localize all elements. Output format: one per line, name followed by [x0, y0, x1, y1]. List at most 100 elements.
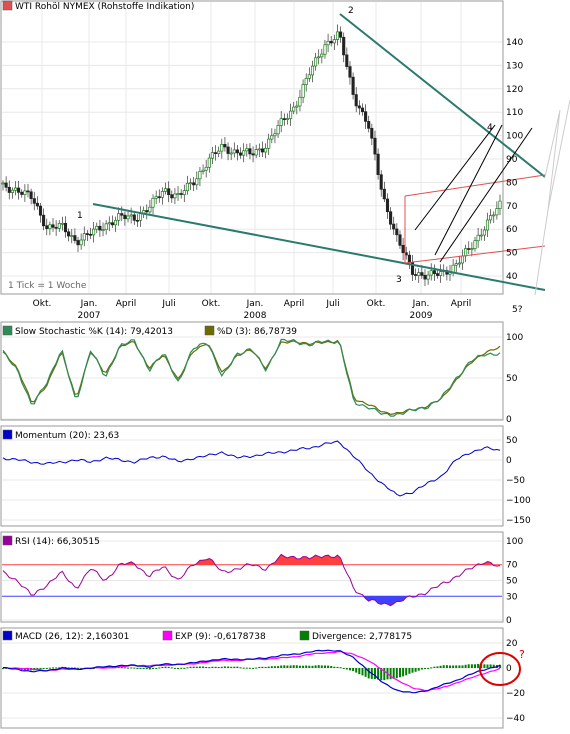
- candle-down: [170, 194, 174, 199]
- divergence-bar: [148, 668, 151, 670]
- divergence-bar: [48, 667, 51, 669]
- divergence-bar: [270, 666, 273, 668]
- price-candles: [1, 24, 502, 287]
- candle-up: [70, 235, 74, 237]
- divergence-bar: [192, 666, 195, 668]
- year-label: 2009: [410, 311, 433, 321]
- candle-down: [370, 127, 374, 139]
- stoch-k-label: Slow Stochastic %K (14): 79,42013: [15, 327, 173, 337]
- candle-down: [260, 148, 264, 153]
- candle-up: [295, 105, 299, 108]
- x-tick-label: April: [116, 299, 137, 309]
- y-tick-label: 130: [506, 61, 523, 71]
- candle-up: [273, 133, 277, 137]
- candle-down: [351, 76, 355, 95]
- y-tick-label: 20: [506, 639, 518, 649]
- black-channel-mid: [434, 124, 503, 256]
- candle-up: [107, 222, 111, 225]
- candle-up: [470, 248, 474, 250]
- annotation-circle: [479, 652, 521, 686]
- black-channel-lower: [439, 127, 533, 263]
- divergence-bar: [170, 667, 173, 669]
- candle-up: [182, 190, 186, 195]
- rsi-panel-frame: [0, 531, 504, 623]
- candle-up: [204, 166, 208, 171]
- divergence-bar: [470, 664, 473, 668]
- divergence-bar: [208, 667, 211, 669]
- divergence-bar: [142, 668, 145, 669]
- candle-down: [251, 153, 255, 156]
- divergence-bar: [152, 668, 154, 669]
- divergence-bar: [155, 667, 158, 669]
- divergence-bar: [455, 665, 458, 668]
- divergence-bar: [383, 668, 386, 681]
- point-label-2: 2: [348, 6, 354, 16]
- trend-lines: [92, 13, 570, 296]
- divergence-bar: [311, 665, 314, 668]
- candle-down: [432, 270, 436, 274]
- candle-down: [38, 205, 43, 216]
- divergence-bar: [242, 667, 245, 669]
- candle-up: [270, 135, 274, 140]
- candle-down: [392, 223, 396, 230]
- candle-up: [151, 197, 155, 208]
- divergence-bar: [227, 666, 230, 668]
- divergence-bar: [324, 665, 326, 668]
- x-tick-label: Jan.: [80, 299, 98, 309]
- main-grid: [2, 2, 502, 293]
- x-tick-label: Jan.: [412, 299, 430, 309]
- rsi-grid: [2, 540, 502, 621]
- divergence-bar: [477, 663, 480, 668]
- divergence-bar: [64, 666, 67, 668]
- candle-up: [323, 44, 327, 55]
- y-tick-label: 140: [506, 38, 523, 48]
- divergence-bar: [161, 667, 164, 668]
- divergence-bar: [164, 666, 167, 668]
- candle-up: [254, 149, 258, 156]
- candle-down: [342, 36, 346, 56]
- candle-down: [414, 274, 418, 276]
- x-tick-label: Okt.: [33, 299, 52, 309]
- candle-up: [454, 263, 458, 266]
- candle-up: [104, 223, 108, 231]
- candle-up: [245, 148, 249, 152]
- candle-up: [301, 84, 305, 98]
- candle-down: [398, 234, 402, 246]
- stochastic-y-axis: 100 50 0: [506, 333, 523, 425]
- candle-down: [364, 111, 368, 122]
- stochastic-grid: [2, 336, 502, 420]
- main-legend-swatch: [2, 0, 13, 11]
- candle-down: [407, 254, 411, 263]
- divergence-bar: [433, 666, 436, 668]
- candle-down: [20, 191, 24, 195]
- candle-down: [135, 219, 139, 222]
- divergence-bar: [136, 668, 139, 669]
- momentum-label: Momentum (20): 23,63: [15, 431, 119, 441]
- candle-down: [235, 149, 239, 154]
- y-tick-label: 0: [506, 664, 512, 674]
- divergence-bar: [55, 667, 58, 669]
- candle-down: [223, 144, 227, 148]
- y-tick-label: −100: [506, 496, 531, 506]
- divergence-swatch: [299, 630, 310, 641]
- candle-up: [1, 182, 5, 185]
- divergence-bar: [295, 665, 298, 668]
- candle-up: [314, 57, 318, 67]
- candle-down: [4, 182, 8, 188]
- candle-up: [292, 106, 296, 112]
- divergence-bar: [183, 667, 186, 669]
- divergence-bar: [264, 666, 267, 668]
- candle-down: [248, 148, 252, 155]
- candle-down: [282, 118, 286, 121]
- forecast-arrow-down: [534, 209, 549, 296]
- candle-down: [26, 190, 30, 193]
- divergence-bar: [402, 668, 405, 677]
- forecast-arrows: [544, 99, 570, 211]
- y-tick-label: 0: [506, 456, 512, 466]
- candle-up: [232, 149, 236, 154]
- divergence-bar: [395, 668, 398, 679]
- candle-up: [10, 189, 14, 193]
- divergence-bar: [52, 667, 54, 669]
- candle-up: [113, 219, 118, 226]
- candle-up: [317, 56, 321, 59]
